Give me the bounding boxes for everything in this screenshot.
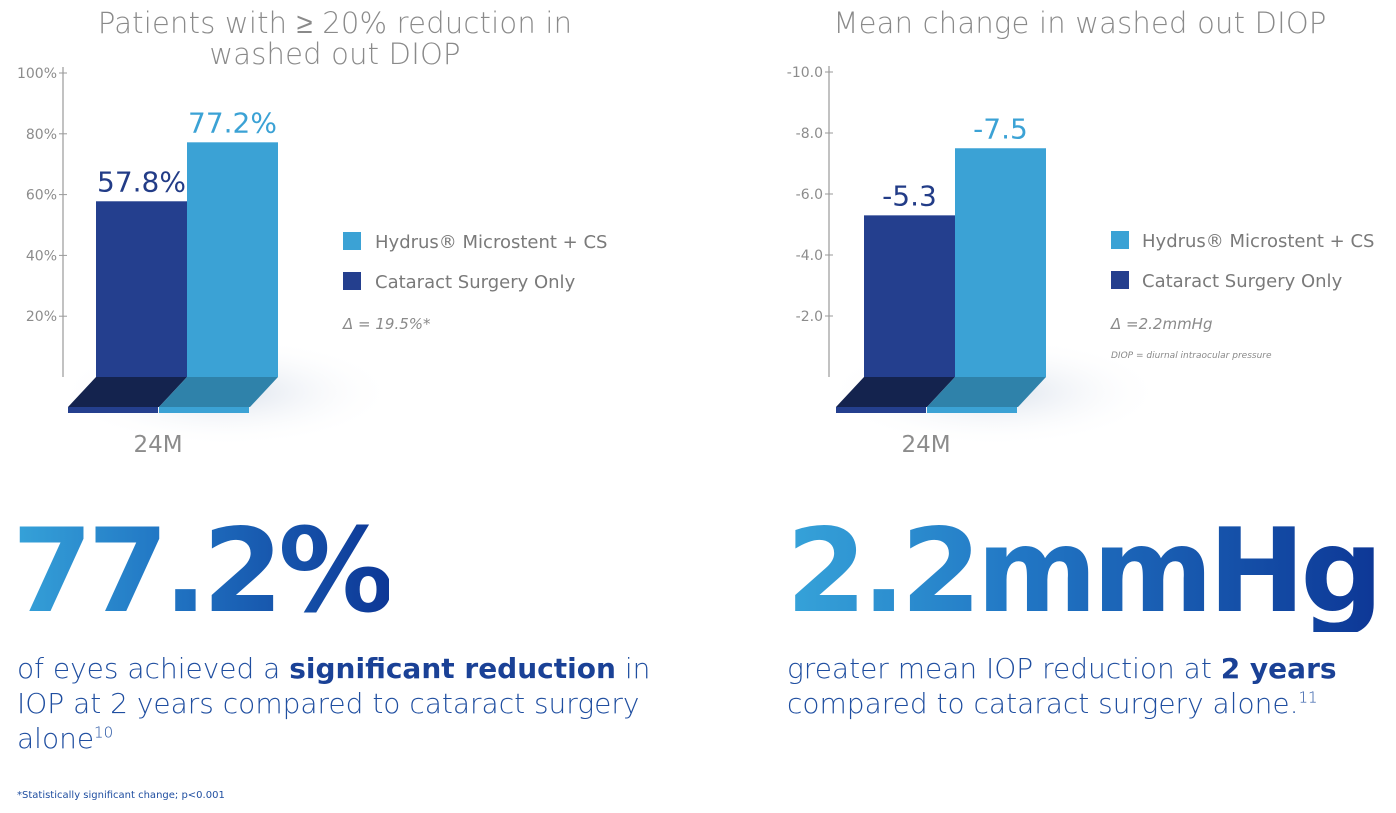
bar-floor-top [927, 377, 1046, 407]
legend-label-cataract-2: Cataract Surgery Only [1142, 271, 1343, 292]
desc-text: of eyes achieved a [17, 652, 290, 685]
headline-stat-percent: 77.2% [12, 504, 394, 639]
charts-canvas: 100%80%60%40%20%57.8%77.2%24M -10.0-8.0-… [17, 65, 1375, 458]
stat-description-mmhg: greater mean IOP reduction at 2 years co… [787, 651, 1387, 721]
bar-value-label: -7.5 [973, 112, 1028, 145]
bar [955, 148, 1046, 377]
bar-floor-edge [927, 407, 1017, 413]
legend-mean-change: Hydrus® Microstent + CS Cataract Surgery… [1110, 231, 1374, 361]
chart-title-mean-change: Mean change in washed out DIOP [833, 6, 1327, 40]
delta-annotation-mean-change: Δ =2.2mmHg [1110, 315, 1212, 333]
legend-reduction: Hydrus® Microstent + CS Cataract Surgery… [342, 232, 607, 333]
y-tick-label: 100% [17, 66, 57, 82]
desc-emphasis: significant reduction [289, 652, 616, 685]
legend-swatch-cataract [343, 272, 361, 290]
y-tick-label: -6.0 [796, 187, 823, 203]
bar-value-label: 77.2% [188, 106, 277, 139]
chart-reduction: 100% 80% 60% 40% 20% 57.8%77.2% 24M [17, 66, 396, 458]
delta-annotation-reduction: Δ = 19.5%* [342, 315, 431, 333]
y-tick-label: 80% [26, 127, 57, 143]
reference-marker: 11 [1298, 688, 1318, 707]
y-tick-label: 40% [26, 248, 57, 264]
desc-text: compared to cataract surgery alone. [787, 687, 1299, 720]
legend-swatch-hydrus-2 [1111, 231, 1129, 249]
desc-text: greater mean IOP reduction at [787, 652, 1221, 685]
y-tick-label: 60% [26, 188, 57, 204]
diop-definition-note: DIOP = diurnal intraocular pressure [1111, 351, 1272, 361]
y-tick-label: -4.0 [796, 248, 823, 264]
desc-text: in IOP at 2 years compared to cataract s… [17, 652, 651, 755]
y-tick-label: -2.0 [796, 309, 823, 325]
bar-floor-top [836, 377, 955, 407]
chart-mean-change: -10.0 -8.0 -6.0 -4.0 -2.0 -5.3 -7.5 24M [787, 65, 1164, 458]
x-category-label: 24M [901, 432, 950, 458]
bar-floor-edge [836, 407, 926, 413]
y-tick-label: -10.0 [787, 65, 823, 81]
legend-swatch-cataract-2 [1111, 271, 1129, 289]
bar-floor-edge [68, 407, 158, 413]
y-tick-label: -8.0 [796, 126, 823, 142]
legend-label-hydrus-2: Hydrus® Microstent + CS [1142, 231, 1374, 252]
legend-label-hydrus: Hydrus® Microstent + CS [375, 232, 607, 253]
bar-floor-top [159, 377, 278, 407]
bar-floor-top [68, 377, 187, 407]
stat-description-percent: of eyes achieved a significant reduction… [17, 651, 657, 756]
reference-marker: 10 [94, 723, 114, 742]
headline-stat-mmhg: 2.2mmHg [786, 504, 1383, 639]
bar [187, 142, 278, 377]
bar-floor-edge [159, 407, 249, 413]
chart-title-reduction: Patients with ≥ 20% reduction in washed … [97, 6, 573, 71]
bar [96, 201, 187, 377]
legend-label-cataract: Cataract Surgery Only [375, 272, 576, 293]
bar [864, 215, 955, 377]
desc-emphasis: 2 years [1220, 652, 1337, 685]
y-tick-label: 20% [26, 309, 57, 325]
x-category-label: 24M [133, 432, 182, 458]
bar-value-label: 57.8% [97, 165, 186, 198]
legend-swatch-hydrus [343, 232, 361, 250]
bar-value-label: -5.3 [882, 179, 937, 212]
footnote: *Statistically significant change; p<0.0… [17, 790, 225, 801]
